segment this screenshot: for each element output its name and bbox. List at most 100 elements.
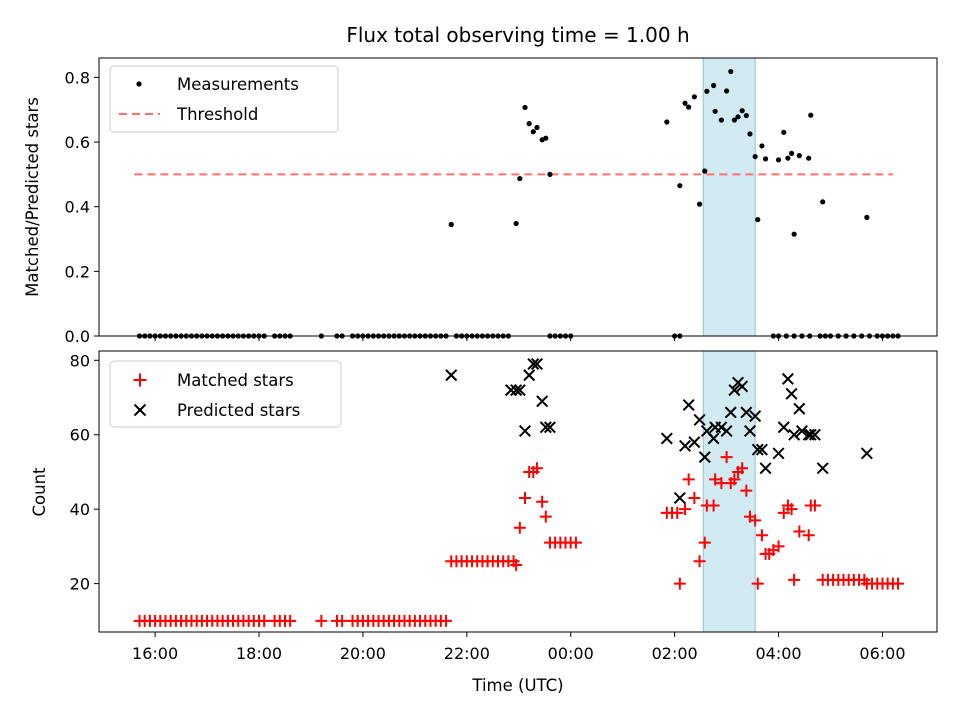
measurement-point bbox=[759, 143, 765, 149]
predicted-star-point bbox=[740, 406, 753, 419]
predicted-star-point bbox=[759, 462, 772, 475]
matched-star-point bbox=[284, 614, 297, 627]
bottom-y-axis-label: Count bbox=[30, 467, 49, 517]
predicted-star-point bbox=[860, 447, 873, 460]
measurement-point bbox=[806, 155, 812, 161]
predicted-star-point bbox=[793, 402, 806, 415]
top-plot-frame bbox=[98, 57, 938, 337]
predicted-star-point bbox=[781, 372, 794, 385]
matched-star-point bbox=[777, 506, 790, 519]
predicted-star-point bbox=[543, 421, 556, 434]
bottom-points bbox=[133, 358, 905, 627]
measurement-point bbox=[752, 153, 758, 160]
predicted-star-point bbox=[707, 432, 720, 445]
measurement-point bbox=[664, 119, 670, 125]
chart-title: Flux total observing time = 1.00 h bbox=[346, 23, 689, 47]
measurement-point bbox=[517, 175, 523, 182]
predicted-star-point bbox=[445, 369, 458, 382]
matched-star-point bbox=[513, 521, 526, 534]
bottom-y-tick-label: 60 bbox=[70, 426, 90, 445]
bottom-y-tick-label: 20 bbox=[70, 575, 90, 594]
top-legend-box bbox=[109, 65, 339, 133]
predicted-star-point bbox=[795, 425, 808, 438]
matched-star-point bbox=[539, 510, 552, 523]
top-y-tick-label: 0.4 bbox=[65, 198, 90, 217]
measurement-point bbox=[702, 168, 708, 174]
measurement-point bbox=[677, 183, 683, 189]
predicted-star-point bbox=[777, 421, 790, 434]
measurement-point bbox=[696, 201, 703, 207]
predicted-star-point bbox=[682, 398, 695, 411]
matched-star-point bbox=[785, 503, 798, 516]
measurement-point bbox=[796, 153, 802, 159]
matched-star-point bbox=[755, 529, 768, 542]
top-y-tick-label: 0.6 bbox=[65, 133, 90, 152]
matched-star-point bbox=[802, 529, 815, 542]
predicted-star-point bbox=[788, 428, 801, 441]
matched-star-point bbox=[740, 484, 753, 497]
legend-predicted-label: Predicted stars bbox=[177, 401, 300, 420]
measurement-point bbox=[686, 104, 692, 110]
predicted-star-point bbox=[724, 406, 737, 419]
measurement-point bbox=[739, 108, 745, 114]
predicted-star-point bbox=[698, 451, 711, 464]
top-y-tick-label: 0.8 bbox=[65, 68, 90, 87]
predicted-star-point bbox=[720, 425, 733, 438]
measurement-point bbox=[775, 157, 782, 163]
matched-star-point bbox=[808, 499, 821, 512]
x-tick-label: 20:00 bbox=[340, 644, 386, 663]
x-tick-label: 22:00 bbox=[444, 644, 490, 663]
measurement-point bbox=[448, 221, 454, 228]
x-tick-label: 04:00 bbox=[755, 644, 801, 663]
measurement-point bbox=[864, 214, 870, 220]
legend-measurements-label: Measurements bbox=[177, 75, 299, 94]
matched-star-point bbox=[688, 492, 701, 505]
predicted-star-point bbox=[660, 432, 673, 445]
x-axis-label: Time (UTC) bbox=[471, 676, 563, 695]
matched-star-point bbox=[536, 495, 549, 508]
bottom-legend: Matched stars Predicted stars bbox=[109, 360, 342, 428]
predicted-star-point bbox=[785, 387, 798, 400]
matched-star-point bbox=[772, 540, 785, 553]
top-legend: Measurements Threshold bbox=[109, 65, 339, 133]
predicted-star-point bbox=[539, 421, 552, 434]
matched-star-point bbox=[736, 462, 749, 475]
predicted-star-point bbox=[772, 447, 785, 460]
measurement-point bbox=[723, 88, 730, 94]
measurement-point bbox=[728, 68, 734, 75]
matched-star-point bbox=[682, 473, 695, 486]
measurement-point bbox=[534, 124, 540, 131]
measurement-point bbox=[718, 117, 724, 123]
predicted-star-point bbox=[519, 425, 532, 438]
measurement-point bbox=[731, 117, 737, 123]
legend-threshold-label: Threshold bbox=[176, 105, 258, 124]
predicted-star-point bbox=[688, 436, 701, 449]
measurement-point bbox=[691, 94, 697, 100]
bottom-x-axis: 16:00 18:00 20:00 22:00 00:00 02:00 04:00 06:00 bbox=[132, 632, 906, 663]
predicted-star-point bbox=[749, 410, 762, 423]
predicted-star-point bbox=[808, 428, 821, 441]
measurement-point bbox=[755, 217, 761, 223]
predicted-star-point bbox=[743, 425, 756, 438]
measurement-point bbox=[743, 112, 749, 119]
predicted-star-point bbox=[504, 384, 517, 397]
measurement-point bbox=[712, 108, 718, 114]
matched-star-point bbox=[679, 503, 692, 516]
bottom-y-tick-label: 40 bbox=[70, 500, 90, 519]
measurement-point bbox=[747, 131, 753, 137]
legend-predicted-marker bbox=[133, 403, 147, 417]
matched-star-point bbox=[569, 536, 582, 549]
measurement-point bbox=[808, 112, 814, 118]
matched-star-point bbox=[336, 614, 349, 627]
top-y-tick-label: 0.0 bbox=[65, 327, 90, 346]
bottom-legend-box bbox=[109, 360, 342, 428]
measurement-point bbox=[530, 129, 536, 135]
x-tick-label: 00:00 bbox=[548, 644, 594, 663]
x-tick-label: 16:00 bbox=[132, 644, 178, 663]
matched-star-point bbox=[709, 473, 722, 486]
predicted-star-point bbox=[736, 380, 749, 393]
measurement-point bbox=[788, 150, 795, 156]
matched-star-point bbox=[673, 577, 686, 590]
measurement-point bbox=[522, 104, 528, 111]
top-panel: 0.00.20.40.60.8 Matched/Predicted stars … bbox=[23, 57, 938, 346]
